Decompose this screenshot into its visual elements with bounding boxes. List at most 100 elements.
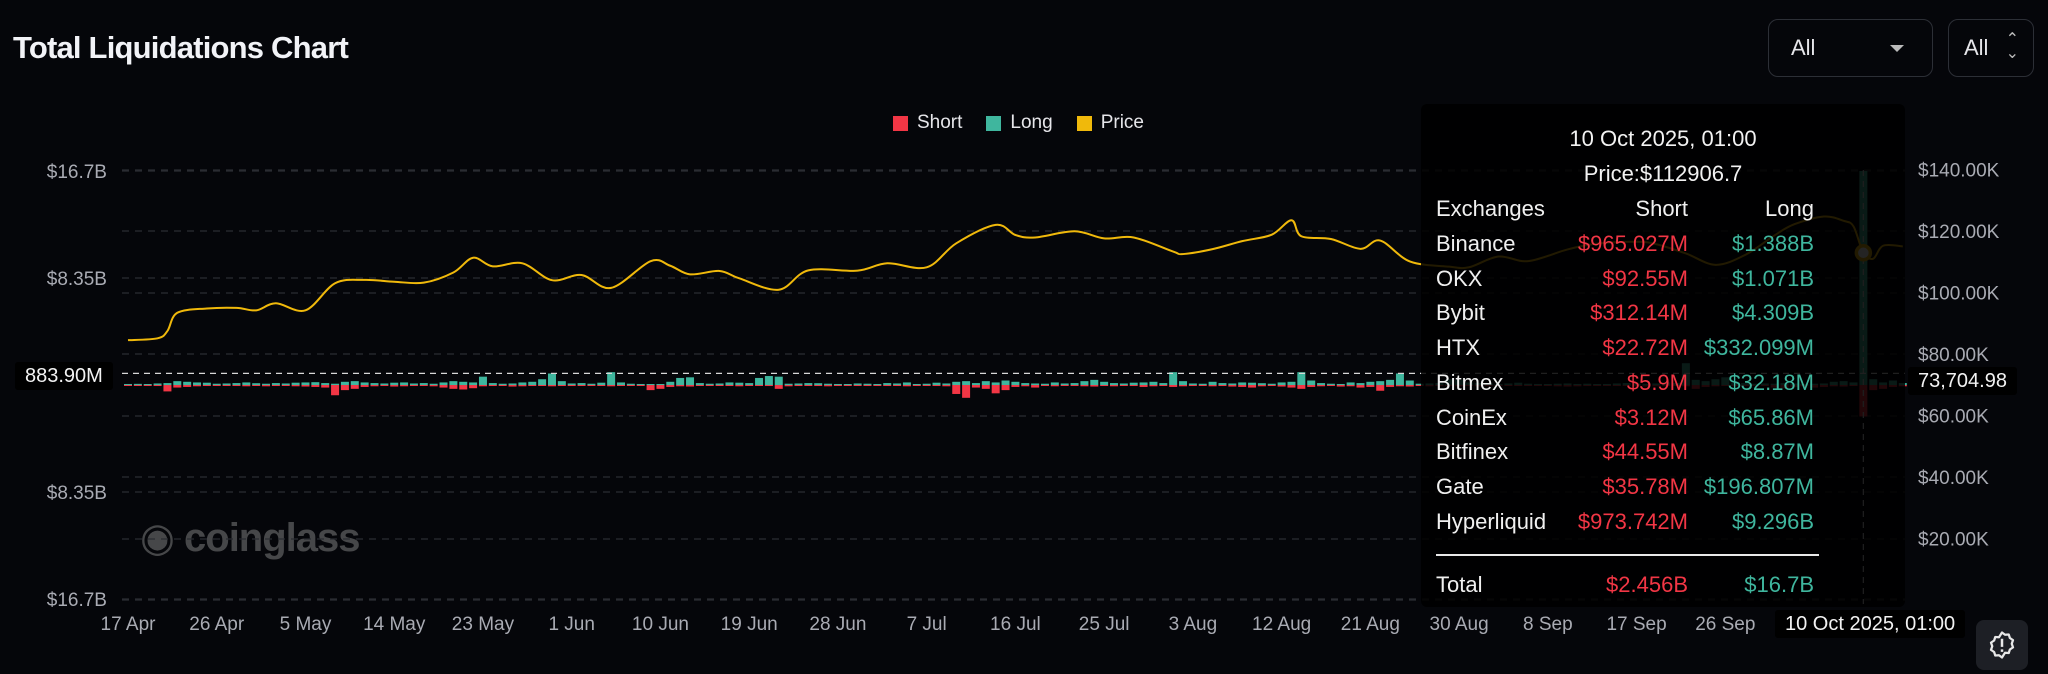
long-bar (686, 377, 695, 385)
long-bar (1208, 381, 1217, 385)
long-bar (804, 383, 813, 385)
coin-select[interactable]: All ⌃ ⌄ (1948, 19, 2034, 77)
short-bar (1208, 385, 1217, 387)
short-bar (281, 385, 290, 386)
long-bar (1188, 383, 1197, 385)
short-bar (1257, 385, 1266, 387)
long-bar (567, 383, 576, 385)
long-bar (617, 382, 625, 385)
exchange-name: Bitmex (1436, 369, 1504, 395)
short-bar (695, 385, 704, 386)
short-bar (1011, 385, 1020, 387)
tooltip-header-row: Exchanges Short Long (1436, 196, 1816, 226)
short-bar (1287, 385, 1296, 388)
long-bar (656, 384, 665, 385)
long-bar (922, 383, 931, 385)
page-title: Total Liquidations Chart (13, 30, 349, 65)
long-bar (212, 383, 221, 385)
header-long: Long (1765, 196, 1814, 221)
long-bar (301, 382, 310, 385)
exchange-name: Bitfinex (1436, 439, 1509, 465)
short-bar (1149, 385, 1158, 387)
exchange-select[interactable]: All (1768, 19, 1933, 77)
short-bar (577, 385, 586, 386)
tooltip-total-row: Total $2.456B $16.7B (1436, 572, 1816, 602)
short-value: $22.72M (1602, 335, 1688, 361)
short-bar (912, 385, 921, 386)
short-bar (360, 385, 369, 387)
legend-swatch-short (893, 115, 908, 131)
short-bar (528, 385, 537, 387)
short-bar (1080, 385, 1089, 387)
x-axis-tick-label: 17 Sep (1606, 614, 1666, 635)
long-bar (843, 384, 852, 385)
long-bar (1011, 381, 1020, 385)
short-bar (1050, 385, 1059, 387)
short-bar (1267, 385, 1276, 387)
long-bar (715, 383, 724, 385)
short-bar (646, 385, 655, 391)
exchange-name: OKX (1436, 265, 1483, 291)
long-bar (695, 383, 704, 385)
crosshair-right-value: 73,704.98 (1908, 367, 2017, 395)
short-bar (1218, 385, 1227, 387)
legend-item-long[interactable]: Long (986, 112, 1053, 134)
short-bar (735, 385, 744, 387)
short-bar (774, 385, 783, 389)
short-bar (922, 385, 931, 386)
long-bar (1100, 381, 1109, 385)
long-bar (725, 382, 734, 385)
short-bar (469, 385, 478, 389)
left-axis-tick-label: $16.7B (47, 162, 107, 183)
long-bar (1119, 383, 1128, 385)
short-bar (1228, 385, 1237, 387)
x-axis-tick-label: 5 May (280, 614, 332, 635)
long-bar (429, 383, 438, 385)
short-bar (271, 385, 280, 387)
short-bar (597, 385, 606, 386)
header-short: Short (1635, 196, 1688, 221)
long-bar (173, 381, 182, 385)
short-bar (183, 385, 192, 387)
short-bar (617, 385, 625, 386)
short-bar (991, 385, 1000, 394)
long-bar (814, 383, 823, 385)
short-bar (1277, 385, 1286, 387)
short-value: $3.12M (1614, 404, 1688, 430)
short-bar (1031, 385, 1040, 388)
long-bar (124, 383, 132, 385)
long-bar (528, 381, 537, 385)
long-bar (281, 383, 290, 385)
short-bar (883, 385, 892, 387)
total-long: $16.7B (1744, 572, 1814, 597)
tooltip-row: Bybit $312.14M $4.309B (1436, 300, 1816, 330)
x-axis-tick-label: 25 Jul (1079, 614, 1130, 635)
legend-item-short[interactable]: Short (893, 112, 962, 134)
long-bar (1395, 373, 1404, 385)
help-button[interactable] (1976, 620, 2028, 670)
long-bar (853, 383, 862, 385)
short-bar (1356, 385, 1365, 388)
short-bar (952, 385, 961, 394)
long-bar (942, 383, 951, 385)
alert-badge-icon (1989, 631, 2015, 659)
short-value: $965.027M (1577, 231, 1688, 256)
long-bar (971, 383, 980, 385)
legend-item-price[interactable]: Price (1076, 112, 1144, 134)
long-bar (400, 382, 409, 385)
long-bar (745, 383, 754, 385)
legend-label: Price (1100, 112, 1144, 133)
short-bar (459, 385, 468, 390)
short-bar (636, 385, 645, 386)
long-bar (143, 384, 152, 385)
long-bar (518, 382, 527, 385)
long-bar (893, 383, 902, 385)
long-bar (1159, 383, 1168, 385)
short-bar (1326, 385, 1335, 387)
exchange-name: Hyperliquid (1436, 508, 1547, 534)
short-bar (833, 385, 842, 386)
total-label: Total (1436, 572, 1483, 597)
short-bar (222, 385, 231, 386)
long-value: $332.099M (1703, 335, 1814, 361)
caret-down-icon (1890, 45, 1904, 52)
